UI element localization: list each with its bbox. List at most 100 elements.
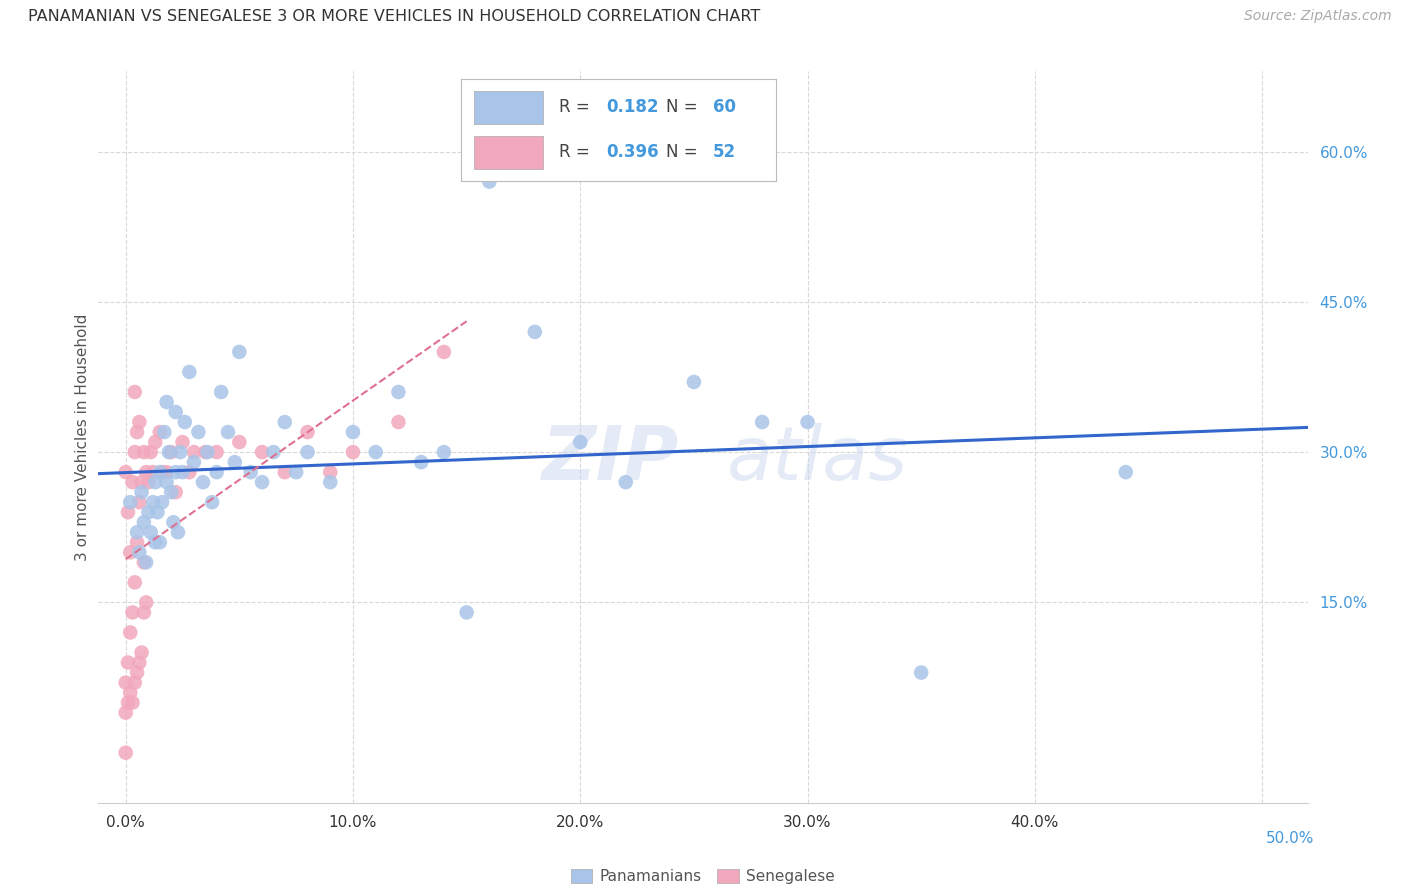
Point	[121, 606, 143, 620]
Point	[149, 465, 172, 479]
Point	[132, 515, 155, 529]
Point	[433, 445, 456, 459]
Point	[139, 445, 162, 459]
FancyBboxPatch shape	[474, 91, 543, 124]
Point	[228, 345, 250, 359]
Text: 0.182: 0.182	[606, 98, 658, 116]
Point	[117, 505, 139, 519]
Point	[114, 746, 136, 760]
Point	[1115, 465, 1137, 479]
Point	[153, 425, 176, 439]
Point	[131, 485, 153, 500]
Point	[135, 465, 157, 479]
Point	[239, 465, 262, 479]
Point	[364, 445, 387, 459]
Point	[146, 505, 169, 519]
Text: N =: N =	[665, 98, 697, 116]
Point	[117, 696, 139, 710]
Point	[250, 445, 273, 459]
Point	[132, 606, 155, 620]
Text: 60: 60	[713, 98, 735, 116]
Point	[132, 445, 155, 459]
Point	[143, 435, 166, 450]
Point	[191, 475, 214, 490]
Point	[128, 656, 150, 670]
Text: 52: 52	[713, 144, 735, 161]
FancyBboxPatch shape	[474, 136, 543, 169]
Text: ZIP: ZIP	[541, 423, 679, 496]
Point	[910, 665, 932, 680]
Point	[456, 606, 478, 620]
Point	[411, 455, 433, 469]
Point	[162, 515, 184, 529]
Point	[194, 445, 217, 459]
Point	[387, 384, 409, 399]
Point	[179, 365, 201, 379]
Point	[121, 696, 143, 710]
Point	[131, 646, 153, 660]
Point	[169, 445, 191, 459]
Point	[120, 625, 142, 640]
Text: R =: R =	[558, 144, 589, 161]
Point	[523, 325, 546, 339]
Point	[155, 475, 177, 490]
Point	[201, 495, 224, 509]
Point	[224, 455, 246, 469]
Point	[165, 405, 187, 419]
Point	[132, 555, 155, 569]
Point	[262, 445, 284, 459]
Text: 50.0%: 50.0%	[1267, 831, 1315, 847]
Point	[143, 475, 166, 490]
Point	[274, 465, 297, 479]
Point	[205, 445, 228, 459]
Point	[125, 525, 148, 540]
Point	[124, 575, 146, 590]
Point	[614, 475, 637, 490]
Point	[135, 555, 157, 569]
Point	[114, 465, 136, 479]
Point	[217, 425, 239, 439]
Point	[125, 425, 148, 439]
Point	[478, 175, 501, 189]
Point	[124, 675, 146, 690]
Text: N =: N =	[665, 144, 697, 161]
Point	[173, 415, 195, 429]
Point	[150, 465, 173, 479]
Point	[205, 465, 228, 479]
Point	[297, 425, 319, 439]
Point	[569, 435, 592, 450]
Point	[150, 495, 173, 509]
Point	[138, 505, 160, 519]
Point	[165, 465, 187, 479]
Legend: Panamanians, Senegalese: Panamanians, Senegalese	[565, 863, 841, 890]
Point	[319, 465, 342, 479]
Point	[165, 485, 187, 500]
Text: R =: R =	[558, 98, 589, 116]
Point	[160, 485, 183, 500]
Point	[139, 525, 162, 540]
Point	[297, 445, 319, 459]
Point	[124, 384, 146, 399]
Text: 0.396: 0.396	[606, 144, 658, 161]
Point	[114, 675, 136, 690]
Point	[228, 435, 250, 450]
Point	[172, 465, 194, 479]
Point	[319, 475, 342, 490]
Text: Source: ZipAtlas.com: Source: ZipAtlas.com	[1244, 9, 1392, 23]
Point	[285, 465, 308, 479]
Point	[387, 415, 409, 429]
Point	[124, 445, 146, 459]
Point	[135, 595, 157, 609]
Point	[683, 375, 706, 389]
Point	[751, 415, 773, 429]
Point	[342, 445, 364, 459]
Point	[120, 685, 142, 699]
Point	[155, 395, 177, 409]
Point	[138, 475, 160, 490]
Point	[796, 415, 818, 429]
Point	[187, 425, 209, 439]
Text: atlas: atlas	[727, 423, 908, 495]
Point	[149, 535, 172, 549]
Point	[209, 384, 232, 399]
Point	[155, 465, 177, 479]
